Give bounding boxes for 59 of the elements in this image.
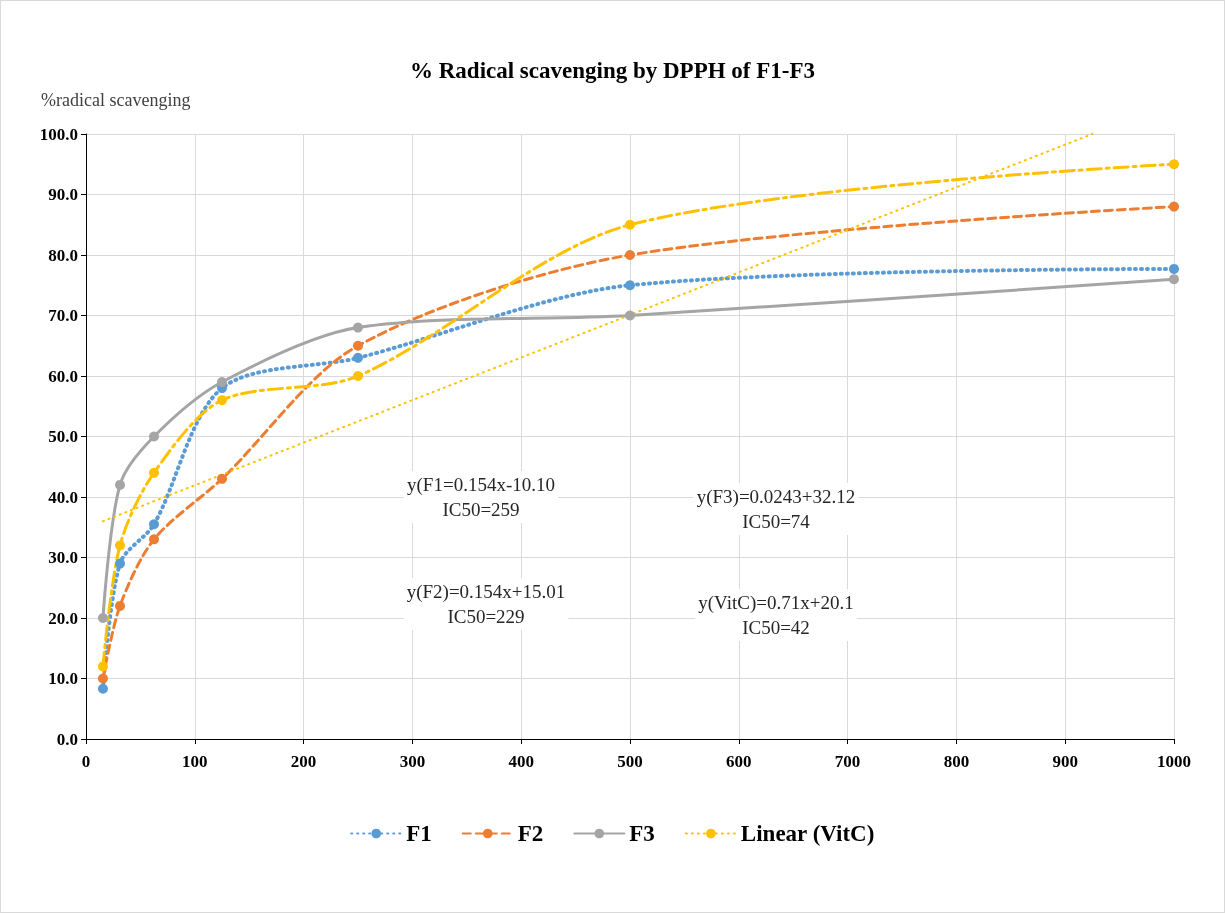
x-tick-label: 900	[1052, 752, 1078, 771]
x-tick-label: 100	[182, 752, 208, 771]
y-tick-label: 80.0	[48, 245, 78, 265]
point	[149, 431, 159, 442]
x-tick-label: 800	[943, 752, 970, 771]
y-tick-label: 70.0	[48, 306, 78, 325]
point	[625, 219, 635, 230]
y-tick-label: 90.0	[48, 185, 78, 204]
y-tick-label: 0.0	[56, 729, 78, 749]
point	[97, 683, 108, 694]
legend-label: F3	[629, 821, 655, 846]
legend-label: F1	[406, 821, 432, 846]
y-tick-label: 100.0	[39, 124, 78, 144]
y-axis-title: %radical scavenging	[41, 90, 191, 110]
x-tick-label: 500	[617, 752, 643, 771]
x-tick-label: 400	[508, 752, 534, 771]
point	[115, 558, 125, 569]
point	[353, 322, 363, 333]
point	[353, 371, 363, 381]
point	[115, 600, 125, 611]
point	[149, 534, 159, 545]
y-tick-label: 30.0	[48, 548, 78, 567]
x-tick-label: 1000	[1157, 752, 1191, 771]
point	[149, 467, 159, 478]
point	[625, 280, 635, 291]
x-tick-label: 300	[399, 752, 426, 771]
legend-label: F2	[517, 821, 544, 846]
chart-title: % Radical scavenging by DPPH of F1-F3	[409, 58, 816, 83]
x-tick-label: 0	[81, 752, 91, 771]
y-tick-label: 60.0	[48, 366, 78, 386]
point	[1169, 201, 1179, 212]
y-tick-label: 40.0	[48, 487, 78, 507]
y-tick-label: 50.0	[48, 427, 78, 446]
point	[1169, 274, 1179, 285]
annotation: y(F1=0.154x-10.10 IC50=259	[407, 474, 555, 520]
y-tick-label: 10.0	[48, 669, 78, 688]
point	[217, 473, 227, 484]
point	[97, 673, 108, 684]
point	[217, 395, 227, 406]
point	[353, 352, 363, 363]
point	[1169, 159, 1179, 170]
x-tick-label: 600	[726, 752, 752, 771]
point	[97, 613, 108, 623]
point	[625, 250, 635, 260]
point	[97, 661, 108, 672]
point	[625, 310, 635, 321]
x-tick-label: 200	[290, 752, 317, 771]
point	[115, 479, 125, 490]
point	[115, 540, 125, 551]
annotation: y(F3)=0.0243+32.12 IC50=74	[696, 486, 856, 532]
point	[149, 519, 159, 530]
x-tick-label: 700	[834, 752, 861, 771]
annotation: y(VitC)=0.71x+20.1 IC50=42	[698, 592, 854, 638]
point	[1169, 263, 1179, 274]
point	[217, 377, 227, 388]
point	[353, 340, 363, 351]
y-tick-label: 20.0	[48, 608, 78, 628]
legend-label: Linear (VitC)	[740, 821, 875, 846]
annotation: y(F2)=0.154x+15.01 IC50=229	[406, 581, 566, 627]
